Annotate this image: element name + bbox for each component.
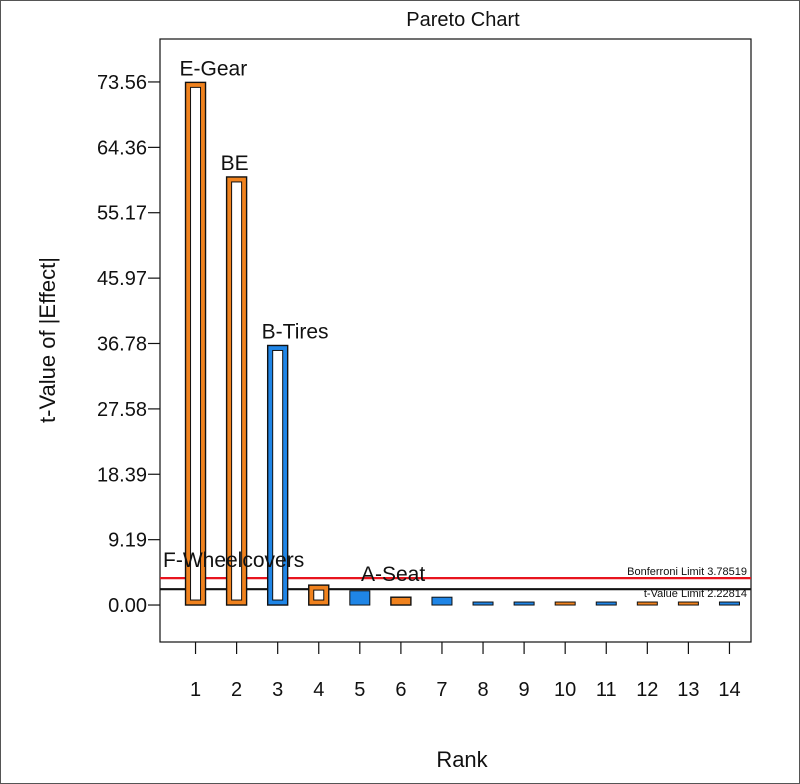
x-tick-label-5: 5 xyxy=(354,679,365,701)
x-tick-label-6: 6 xyxy=(395,679,406,701)
y-axis: 0.00 9.19 18.39 27.58 36.78 45.97 55.17 64.36 73… xyxy=(97,72,160,617)
bar-rank-1 xyxy=(184,81,207,606)
bar-label-2: BE xyxy=(221,152,249,175)
plot-area xyxy=(159,38,752,643)
x-tick-label-11: 11 xyxy=(596,679,617,701)
limit-label-1: t-Value Limit 2.22814 xyxy=(644,588,747,600)
y-tick-label-4: 36.78 xyxy=(97,333,147,355)
x-tick-label-14: 14 xyxy=(718,679,740,701)
y-tick-label-2: 18.39 xyxy=(97,464,147,486)
x-axis-title: Rank xyxy=(436,747,488,772)
x-tick-label-1: 1 xyxy=(190,679,201,701)
bar-rank-13 xyxy=(677,601,699,606)
x-tick-label-2: 2 xyxy=(231,679,242,701)
bar-labels: E-Gear BE B-Tires F-Wheelcovers A-Seat xyxy=(163,57,425,586)
y-axis-title: t-Value of |Effect| xyxy=(35,257,60,423)
y-tick-label-1: 9.19 xyxy=(108,530,147,552)
bar-rank-9 xyxy=(513,601,535,606)
bar-rank-10 xyxy=(554,601,576,606)
y-tick-label-6: 55.17 xyxy=(97,203,147,225)
y-tick-label-3: 27.58 xyxy=(97,399,147,421)
x-tick-label-8: 8 xyxy=(477,679,488,701)
x-tick-label-3: 3 xyxy=(272,679,283,701)
bar-rank-11 xyxy=(595,601,617,606)
y-tick-label-8: 73.56 xyxy=(97,72,147,94)
x-tick-label-13: 13 xyxy=(677,679,699,701)
bar-rank-3 xyxy=(266,344,289,606)
bar-label-4: F-Wheelcovers xyxy=(163,549,304,572)
bar-rank-6 xyxy=(390,596,412,606)
bar-rank-12 xyxy=(636,601,658,606)
bar-rank-14 xyxy=(718,601,740,606)
x-axis: 1 2 3 4 5 6 7 8 9 10 11 12 13 14 xyxy=(190,642,741,701)
bars xyxy=(184,81,740,606)
bar-rank-7 xyxy=(431,596,453,606)
x-tick-label-4: 4 xyxy=(313,679,324,701)
limit-label-0: Bonferroni Limit 3.78519 xyxy=(627,566,747,578)
chart-title: Pareto Chart xyxy=(406,9,520,31)
y-tick-label-5: 45.97 xyxy=(97,268,147,290)
limit-lines: Bonferroni Limit 3.78519 t-Value Limit 2.… xyxy=(160,566,751,600)
bar-label-6: A-Seat xyxy=(361,563,425,586)
x-tick-label-10: 10 xyxy=(554,679,576,701)
x-tick-label-7: 7 xyxy=(436,679,447,701)
bar-label-1: E-Gear xyxy=(180,57,248,80)
y-tick-label-7: 64.36 xyxy=(97,137,147,159)
y-tick-label-0: 0.00 xyxy=(108,595,147,617)
bar-rank-5 xyxy=(349,590,371,606)
bar-rank-8 xyxy=(472,601,494,606)
x-tick-label-9: 9 xyxy=(519,679,530,701)
bar-label-3: B-Tires xyxy=(262,320,329,343)
bar-rank-4 xyxy=(308,584,330,606)
x-tick-label-12: 12 xyxy=(636,679,658,701)
bar-rank-2 xyxy=(225,176,248,606)
